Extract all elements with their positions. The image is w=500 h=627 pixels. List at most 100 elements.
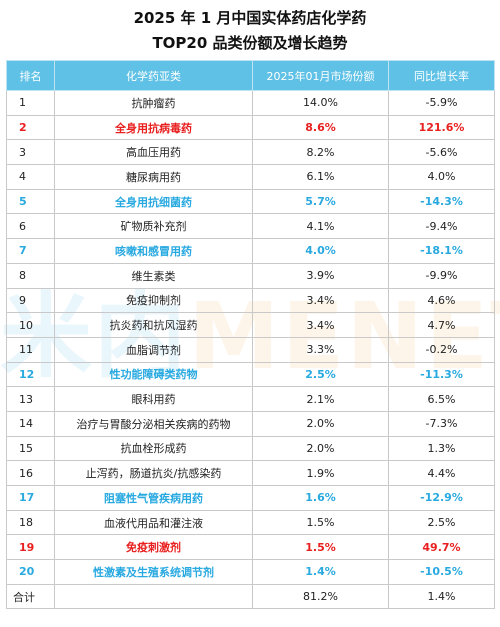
share-cell: 5.7% <box>252 188 389 215</box>
table-row: 15 抗血栓形成药 2.0% 1.3% <box>6 435 495 462</box>
growth-cell: -18.1% <box>388 238 495 264</box>
rank-cell: 10 <box>6 312 55 338</box>
share-cell: 2.0% <box>252 410 389 437</box>
header-growth: 同比增长率 <box>388 60 495 91</box>
rank-cell: 12 <box>6 361 55 388</box>
share-cell: 1.5% <box>252 534 389 561</box>
share-cell: 4.0% <box>252 238 389 264</box>
total-growth: 1.4% <box>388 583 495 610</box>
share-cell: 1.5% <box>252 509 389 536</box>
growth-cell: 1.3% <box>388 435 495 462</box>
rank-cell: 8 <box>6 262 55 289</box>
total-label: 合计 <box>6 583 55 610</box>
rank-cell: 14 <box>6 410 55 437</box>
growth-cell: 4.4% <box>388 460 495 486</box>
table-row: 8 维生素类 3.9% -9.9% <box>6 262 495 289</box>
category-cell: 眼科用药 <box>54 386 253 412</box>
category-cell: 维生素类 <box>54 262 253 289</box>
category-cell: 抗炎药和抗风湿药 <box>54 312 253 338</box>
category-cell: 抗肿瘤药 <box>54 90 253 116</box>
category-cell: 阻塞性气管疾病用药 <box>54 485 253 511</box>
table-row: 14 治疗与胃酸分泌相关疾病的药物 2.0% -7.3% <box>6 410 495 437</box>
table-row: 1 抗肿瘤药 14.0% -5.9% <box>6 90 495 116</box>
table-row: 3 高血压用药 8.2% -5.6% <box>6 139 495 166</box>
growth-cell: 4.7% <box>388 312 495 338</box>
rank-cell: 18 <box>6 509 55 536</box>
growth-cell: -12.9% <box>388 485 495 511</box>
table-row: 5 全身用抗细菌药 5.7% -14.3% <box>6 188 495 215</box>
category-cell: 全身用抗细菌药 <box>54 188 253 215</box>
rank-cell: 11 <box>6 336 55 363</box>
header-rank: 排名 <box>6 60 55 91</box>
growth-cell: 49.7% <box>388 534 495 561</box>
rank-cell: 17 <box>6 485 55 511</box>
table-row: 13 眼科用药 2.1% 6.5% <box>6 386 495 412</box>
rank-cell: 16 <box>6 460 55 486</box>
growth-cell: 6.5% <box>388 386 495 412</box>
rank-cell: 2 <box>6 114 55 141</box>
rank-cell: 9 <box>6 287 55 314</box>
rank-cell: 13 <box>6 386 55 412</box>
share-cell: 1.4% <box>252 559 389 585</box>
table-row: 16 止泻药，肠道抗炎/抗感染药 1.9% 4.4% <box>6 460 495 486</box>
table-row: 6 矿物质补充剂 4.1% -9.4% <box>6 213 495 240</box>
rank-cell: 20 <box>6 559 55 585</box>
share-cell: 14.0% <box>252 90 389 116</box>
ranking-table: 排名 化学药亚类 2025年01月市场份额 同比增长率 1 抗肿瘤药 14.0% -5… <box>6 60 495 610</box>
page-subtitle: TOP20 品类份额及增长趋势 <box>152 34 348 52</box>
share-cell: 1.9% <box>252 460 389 486</box>
table-row: 17 阻塞性气管疾病用药 1.6% -12.9% <box>6 485 495 511</box>
rank-cell: 6 <box>6 213 55 240</box>
share-cell: 3.4% <box>252 287 389 314</box>
category-cell: 抗血栓形成药 <box>54 435 253 462</box>
category-cell: 免疫刺激剂 <box>54 534 253 561</box>
table-row: 4 糖尿病用药 6.1% 4.0% <box>6 164 495 190</box>
category-cell: 血脂调节剂 <box>54 336 253 363</box>
growth-cell: -0.2% <box>388 336 495 363</box>
growth-cell: 4.0% <box>388 164 495 190</box>
category-cell: 全身用抗病毒药 <box>54 114 253 141</box>
table-row: 12 性功能障碍类药物 2.5% -11.3% <box>6 361 495 388</box>
rank-cell: 3 <box>6 139 55 166</box>
category-cell: 治疗与胃酸分泌相关疾病的药物 <box>54 410 253 437</box>
share-cell: 3.3% <box>252 336 389 363</box>
share-cell: 3.9% <box>252 262 389 289</box>
share-cell: 2.0% <box>252 435 389 462</box>
table-row: 10 抗炎药和抗风湿药 3.4% 4.7% <box>6 312 495 338</box>
growth-cell: -5.6% <box>388 139 495 166</box>
growth-cell: 4.6% <box>388 287 495 314</box>
rank-cell: 15 <box>6 435 55 462</box>
category-cell: 止泻药，肠道抗炎/抗感染药 <box>54 460 253 486</box>
header-category: 化学药亚类 <box>54 60 253 91</box>
category-cell: 咳嗽和感冒用药 <box>54 238 253 264</box>
rank-cell: 4 <box>6 164 55 190</box>
rank-cell: 19 <box>6 534 55 561</box>
growth-cell: -10.5% <box>388 559 495 585</box>
table-row: 18 血液代用品和灌注液 1.5% 2.5% <box>6 509 495 536</box>
share-cell: 2.1% <box>252 386 389 412</box>
share-cell: 2.5% <box>252 361 389 388</box>
header-share: 2025年01月市场份额 <box>252 60 389 91</box>
growth-cell: -5.9% <box>388 90 495 116</box>
table-row: 11 血脂调节剂 3.3% -0.2% <box>6 336 495 363</box>
table-row: 9 免疫抑制剂 3.4% 4.6% <box>6 287 495 314</box>
page-title: 2025 年 1 月中国实体药店化学药 <box>133 9 367 27</box>
table-header-row: 排名 化学药亚类 2025年01月市场份额 同比增长率 <box>6 60 495 91</box>
growth-cell: -7.3% <box>388 410 495 437</box>
rank-cell: 1 <box>6 90 55 116</box>
table-row: 2 全身用抗病毒药 8.6% 121.6% <box>6 114 495 141</box>
share-cell: 8.6% <box>252 114 389 141</box>
category-cell: 性功能障碍类药物 <box>54 361 253 388</box>
table-row: 20 性激素及生殖系统调节剂 1.4% -10.5% <box>6 559 495 585</box>
share-cell: 3.4% <box>252 312 389 338</box>
share-cell: 6.1% <box>252 164 389 190</box>
rank-cell: 7 <box>6 238 55 264</box>
share-cell: 4.1% <box>252 213 389 240</box>
category-cell: 糖尿病用药 <box>54 164 253 190</box>
growth-cell: 121.6% <box>388 114 495 141</box>
growth-cell: -9.9% <box>388 262 495 289</box>
category-cell: 免疫抑制剂 <box>54 287 253 314</box>
growth-cell: 2.5% <box>388 509 495 536</box>
rank-cell: 5 <box>6 188 55 215</box>
table-row: 7 咳嗽和感冒用药 4.0% -18.1% <box>6 238 495 264</box>
